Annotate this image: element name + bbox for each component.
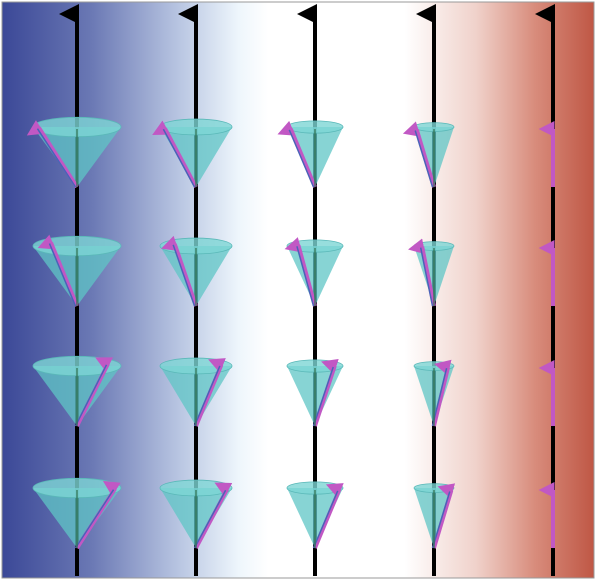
spin-diagram [0,0,596,580]
